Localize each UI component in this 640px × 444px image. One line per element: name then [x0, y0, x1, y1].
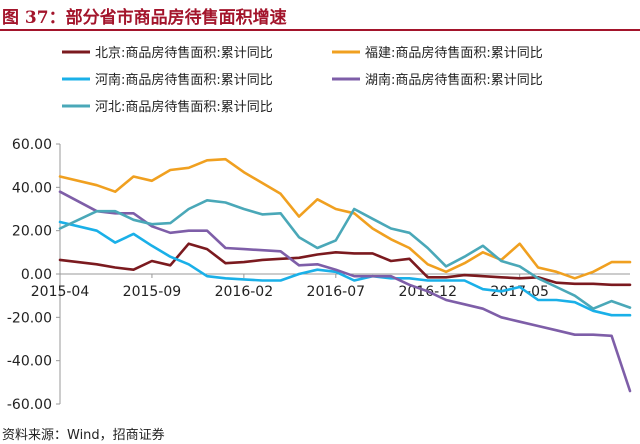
- line-chart: 60.00 40.00 20.00 0.00 -20.00 -40.00 -60.00 201…: [7, 45, 632, 413]
- legend-label-5: 河北:商品房待售面积:累计同比: [95, 99, 273, 115]
- title-bar: 图 37：部分省市商品房待售面积增速: [0, 0, 640, 34]
- title-rule: [0, 29, 640, 31]
- y-tick-label: 40.00: [12, 180, 52, 196]
- legend-label-1: 北京:商品房待售面积:累计同比: [95, 45, 273, 61]
- legend-label-3: 河南:商品房待售面积:累计同比: [95, 72, 273, 88]
- x-tick-label: 2016-07: [307, 284, 366, 300]
- legend-label-4: 湖南:商品房待售面积:累计同比: [365, 72, 543, 88]
- y-tick-label: -40.00: [7, 354, 52, 370]
- y-tick-label: 20.00: [12, 224, 52, 240]
- y-tick-label: 0.00: [21, 267, 52, 283]
- series-line-1: [58, 242, 632, 287]
- source-note: 资料来源：Wind，招商证券: [2, 428, 165, 443]
- x-tick-label: 2016-02: [215, 284, 274, 300]
- legend-label-2: 福建:商品房待售面积:累计同比: [365, 45, 543, 61]
- x-tick-label: 2015-09: [123, 284, 182, 300]
- y-tick-label: -20.00: [7, 310, 52, 326]
- x-tick-label: 2015-04: [31, 284, 90, 300]
- y-tick-label: 60.00: [12, 137, 52, 153]
- series-line-5: [58, 199, 632, 311]
- series-line-3: [58, 220, 632, 317]
- series-line-2: [58, 157, 632, 280]
- figure-title: 图 37：部分省市商品房待售面积增速: [2, 8, 287, 28]
- y-tick-label: -60.00: [7, 397, 52, 413]
- series-line-4: [58, 190, 632, 393]
